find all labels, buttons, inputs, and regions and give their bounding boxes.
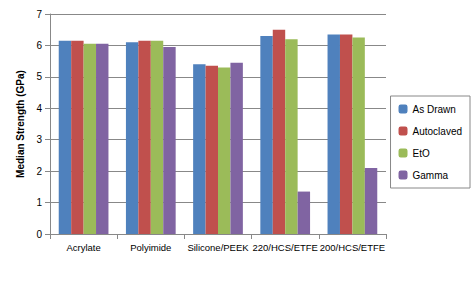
svg-text:Gamma: Gamma bbox=[413, 170, 449, 181]
svg-text:6: 6 bbox=[36, 40, 42, 51]
svg-text:0: 0 bbox=[36, 229, 42, 240]
svg-text:Acrylate: Acrylate bbox=[66, 242, 100, 253]
svg-text:Silicone/PEEK: Silicone/PEEK bbox=[187, 242, 249, 253]
svg-text:EtO: EtO bbox=[413, 148, 430, 159]
svg-text:3: 3 bbox=[36, 134, 42, 145]
svg-text:Autoclaved: Autoclaved bbox=[413, 126, 462, 137]
svg-text:As Drawn: As Drawn bbox=[413, 104, 456, 115]
svg-text:5: 5 bbox=[36, 71, 42, 82]
svg-text:Median Strength (GPa): Median Strength (GPa) bbox=[15, 70, 26, 178]
svg-text:220/HCS/ETFE: 220/HCS/ETFE bbox=[252, 242, 317, 253]
svg-text:7: 7 bbox=[36, 9, 42, 20]
svg-text:200/HCS/ETFE: 200/HCS/ETFE bbox=[320, 242, 385, 253]
svg-text:1: 1 bbox=[36, 197, 42, 208]
svg-text:Polyimide: Polyimide bbox=[130, 242, 171, 253]
svg-text:4: 4 bbox=[36, 103, 42, 114]
svg-text:2: 2 bbox=[36, 166, 42, 177]
